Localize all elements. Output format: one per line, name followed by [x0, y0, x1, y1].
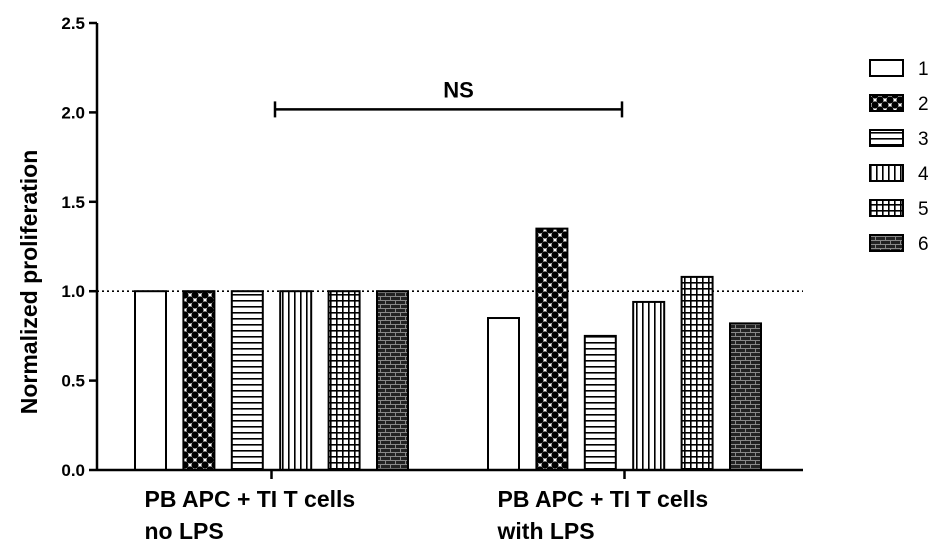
legend-label-3: 3 — [918, 129, 929, 150]
x-axis: PB APC + TI T cells no LPS PB APC + TI T c… — [97, 468, 803, 544]
y-axis-title: Normalized proliferation — [16, 150, 42, 415]
legend-label-6: 6 — [918, 234, 929, 255]
x-category-label-line1: PB APC + TI T cells — [145, 486, 356, 512]
x-category-label-line2: no LPS — [145, 518, 224, 544]
y-axis: 0.0 0.5 1.0 1.5 2.0 2.5 — [61, 14, 99, 480]
annotations: NS — [273, 77, 624, 118]
y-tick-label: 1.0 — [61, 282, 85, 301]
bar-series-1-group-1 — [134, 290, 167, 472]
y-tick-label: 0.5 — [61, 372, 85, 391]
y-tick-label: 0.0 — [61, 461, 85, 480]
legend: 1 2 3 4 5 6 — [869, 59, 929, 255]
legend-swatch-1 — [869, 59, 904, 77]
legend-swatch-3 — [869, 129, 904, 147]
bar-series-1-group-2 — [487, 317, 520, 471]
legend-label-5: 5 — [918, 199, 929, 220]
bar-series-2-group-2 — [535, 227, 569, 471]
legend-label-2: 2 — [918, 94, 929, 115]
legend-label-4: 4 — [918, 164, 929, 185]
annotation-label: NS — [443, 77, 474, 102]
y-tick-label: 2.5 — [61, 14, 85, 33]
legend-swatch-5 — [869, 199, 904, 217]
x-category-label-line2: with LPS — [497, 518, 595, 544]
bar-series-4-group-2 — [632, 300, 666, 472]
y-tick-label: 1.5 — [61, 193, 85, 212]
legend-swatch-4 — [869, 164, 904, 182]
bars — [134, 227, 762, 472]
legend-swatch-2 — [869, 94, 904, 112]
y-tick-label: 2.0 — [61, 103, 85, 122]
legend-swatch-6 — [869, 234, 904, 252]
bar-series-5-group-1 — [327, 290, 361, 472]
bar-series-6-group-1 — [376, 290, 409, 472]
bar-series-2-group-1 — [182, 290, 216, 472]
bar-series-6-group-2 — [729, 322, 762, 471]
legend-label-1: 1 — [918, 59, 929, 80]
bar-series-5-group-2 — [680, 275, 714, 471]
bar-series-3-group-1 — [230, 290, 264, 472]
bar-series-3-group-2 — [583, 334, 617, 471]
bar-series-4-group-1 — [279, 290, 313, 472]
x-category-label-line1: PB APC + TI T cells — [498, 486, 709, 512]
